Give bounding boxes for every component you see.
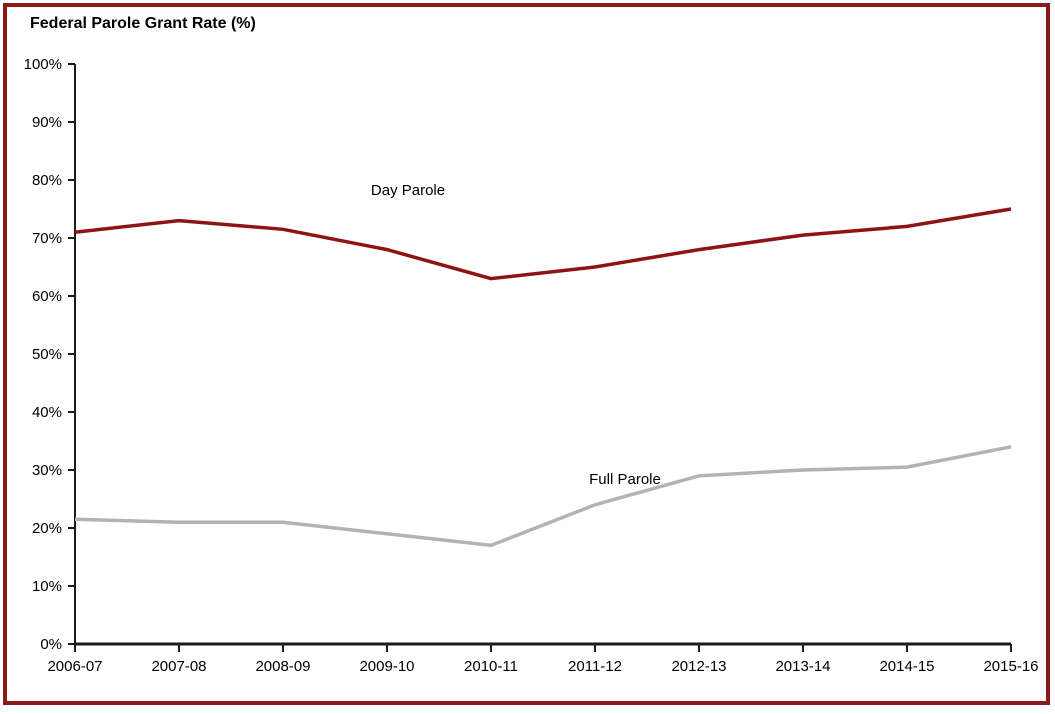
y-tick-label: 0% bbox=[40, 636, 62, 653]
y-tick-label: 80% bbox=[32, 172, 62, 189]
x-tick-label: 2007-08 bbox=[151, 658, 206, 675]
x-tick-label: 2010-11 bbox=[464, 658, 518, 675]
y-tick-label: 100% bbox=[24, 56, 62, 73]
x-tick-label: 2009-10 bbox=[359, 658, 414, 675]
day-parole-label: Day Parole bbox=[371, 182, 445, 199]
y-tick-label: 30% bbox=[32, 462, 62, 479]
x-tick-label: 2011-12 bbox=[568, 658, 622, 675]
x-tick-label: 2013-14 bbox=[775, 658, 830, 675]
x-tick-label: 2014-15 bbox=[879, 658, 934, 675]
day-parole-line bbox=[74, 207, 1012, 281]
x-tick-label: 2008-09 bbox=[255, 658, 310, 675]
full-parole-line bbox=[74, 445, 1012, 548]
chart-title: Federal Parole Grant Rate (%) bbox=[30, 15, 256, 32]
x-tick-label: 2015-16 bbox=[983, 658, 1038, 675]
y-tick-label: 70% bbox=[32, 230, 62, 247]
y-tick-label: 20% bbox=[32, 520, 62, 537]
parole-grant-rate-chart: 0% 10% 20% 30% 40% 50% 60% 70% 80% 90% 100% 2006-07… bbox=[24, 56, 1039, 675]
x-tick-label: 2006-07 bbox=[47, 658, 102, 675]
full-parole-label: Full Parole bbox=[589, 471, 661, 488]
y-tick-label: 50% bbox=[32, 346, 62, 363]
y-tick-label: 60% bbox=[32, 288, 62, 305]
x-tick-label: 2012-13 bbox=[671, 658, 726, 675]
y-tick-label: 10% bbox=[32, 578, 62, 595]
y-tick-label: 90% bbox=[32, 114, 62, 131]
chart-frame: Federal Parole Grant Rate (%) 0% 10% 20% 30… bbox=[3, 3, 1050, 705]
y-tick-label: 40% bbox=[32, 404, 62, 421]
